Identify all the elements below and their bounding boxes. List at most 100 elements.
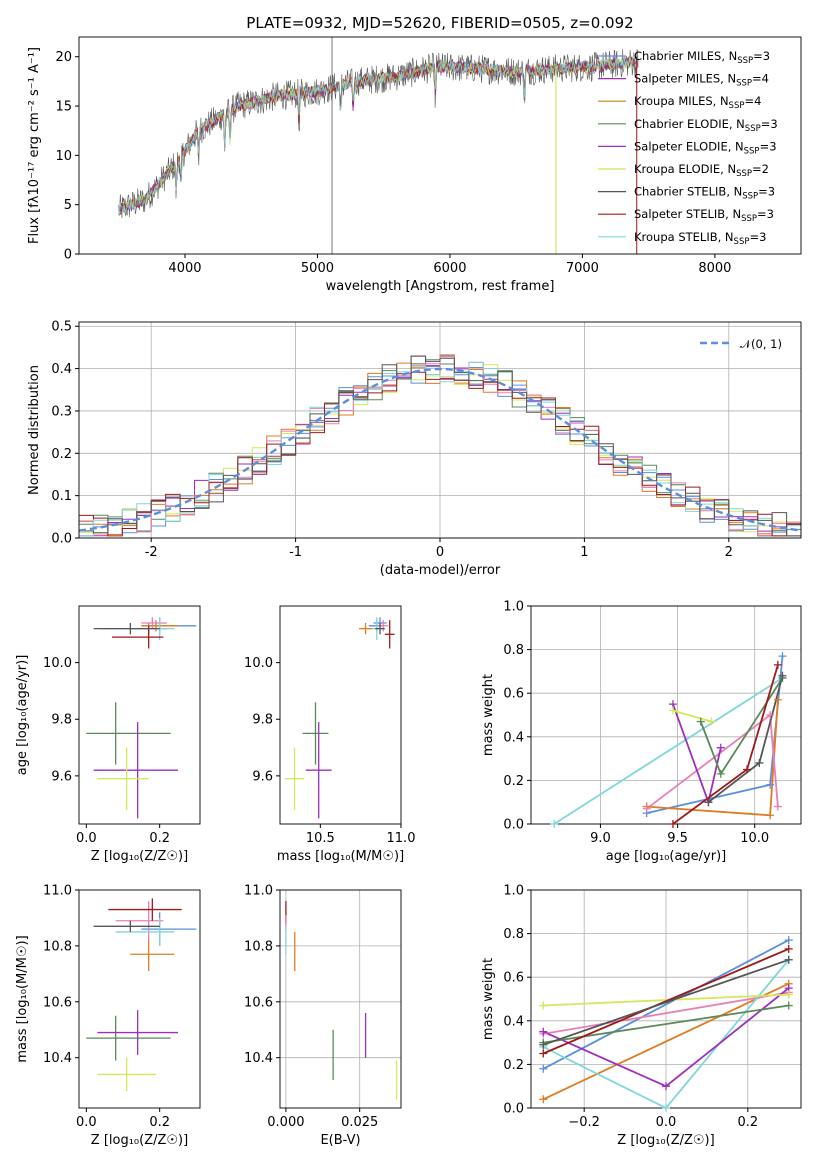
x-tick-label: 9.0 xyxy=(590,831,611,846)
weight_vs_Z-marks xyxy=(542,939,790,1108)
x-axis-label: Z [log₁₀(Z/Z☉)] xyxy=(617,1133,714,1148)
weight-marker xyxy=(755,758,764,767)
y-tick-label: 0.5 xyxy=(51,320,72,335)
weight_vs_Z-panel: −0.2 0.0 0.2 0.0 0.2 0.4 0.6 0.8 1.0 Z [log₁₀(Z/Z… xyxy=(481,884,802,1148)
weight-line xyxy=(542,959,790,1108)
x-axis-label: (data-model)/error xyxy=(380,563,501,578)
x-axis-label: mass [log₁₀(M/M☉)] xyxy=(277,849,404,864)
weight-marker xyxy=(642,804,651,813)
y-tick-label: 0.8 xyxy=(503,643,524,658)
weight-marker xyxy=(539,1001,548,1010)
legend-label: Salpeter STELIB, NSSP=3 xyxy=(634,207,774,224)
y-tick-label: 9.8 xyxy=(51,713,72,728)
y-tick-label: 10.6 xyxy=(43,995,72,1010)
weight-marker xyxy=(766,811,775,820)
weight-marker xyxy=(704,798,713,807)
x-tick-label: 1 xyxy=(580,545,588,560)
age_vs_mass-marks xyxy=(284,617,395,819)
weight-marker xyxy=(784,936,793,945)
weight-marker xyxy=(539,1064,548,1073)
y-axis-label: mass [log₁₀(M/M☉)] xyxy=(15,935,30,1062)
x-axis-label: wavelength [Angstrom, rest frame] xyxy=(326,279,555,294)
y-tick-label: 0.4 xyxy=(503,1014,524,1029)
y-axis-label: mass weight xyxy=(481,674,496,756)
histogram-line xyxy=(79,361,801,537)
legend-label: Kroupa ELODIE, NSSP=2 xyxy=(634,162,769,179)
x-tick-label: 0.000 xyxy=(267,1115,304,1130)
weight-marker xyxy=(539,1095,548,1104)
y-tick-label: 0.4 xyxy=(51,362,72,377)
y-tick-label: 15 xyxy=(55,100,72,115)
x-tick-label: -2 xyxy=(145,545,158,560)
y-tick-label: 11.0 xyxy=(43,884,72,899)
weight-marker xyxy=(550,820,559,828)
y-tick-label: 0.3 xyxy=(51,404,72,419)
legend-label: Kroupa MILES, NSSP=4 xyxy=(634,94,761,111)
y-tick-label: 0.1 xyxy=(51,489,72,504)
legend-label: Salpeter MILES, NSSP=4 xyxy=(634,72,769,89)
y-tick-label: 0.8 xyxy=(503,927,524,942)
weight-marker xyxy=(773,802,782,811)
y-tick-label: 5 xyxy=(64,198,72,213)
y-tick-label: 11.0 xyxy=(244,884,273,899)
y-tick-label: 0.2 xyxy=(503,774,524,789)
x-tick-label: 10.0 xyxy=(740,831,769,846)
y-axis-label: age [log₁₀(age/yr)] xyxy=(15,655,30,776)
legend-label: 𝒩(0, 1) xyxy=(740,337,782,351)
x-axis-label: Z [log₁₀(Z/Z☉)] xyxy=(91,849,188,864)
weight-marker xyxy=(784,955,793,964)
x-tick-label: 11.0 xyxy=(387,831,416,846)
spectrum-panel: 4000 5000 6000 7000 8000 0 5 10 15 20 wavelength [… xyxy=(27,14,802,294)
y-axis-label: Flux [fλ10⁻¹⁷ erg cm⁻² s⁻¹ A⁻¹] xyxy=(27,47,42,244)
weight-marker xyxy=(784,990,793,999)
x-tick-label: 6000 xyxy=(433,261,466,276)
gaussian-line xyxy=(79,367,801,532)
y-tick-label: 0.4 xyxy=(503,730,524,745)
y-tick-label: 20 xyxy=(55,50,72,65)
y-axis-label: Normed distribution xyxy=(27,365,42,495)
x-tick-label: 0.2 xyxy=(149,831,170,846)
y-tick-label: 1.0 xyxy=(503,600,524,615)
weight-marker xyxy=(668,706,677,715)
y-tick-label: 0.6 xyxy=(503,687,524,702)
axes-frame xyxy=(279,889,402,1109)
weight-marker xyxy=(773,695,782,704)
age_vs_mass-panel: 10.5 11.0 9.6 9.8 10.0 mass [log₁₀(M/M☉)] xyxy=(244,605,416,864)
x-tick-label: 0.0 xyxy=(656,1115,677,1130)
residuals-panel: -2 -1 0 1 2 0.0 0.1 0.2 0.3 0.4 0.5 (data-model)/er… xyxy=(27,320,802,578)
mass_vs_Z-marks xyxy=(86,898,197,1092)
weight-line xyxy=(542,939,790,1070)
x-tick-label: -1 xyxy=(289,545,302,560)
legend-label: Chabrier MILES, NSSP=3 xyxy=(634,49,770,66)
chart-title: PLATE=0932, MJD=52620, FIBERID=0505, z=0… xyxy=(246,14,633,32)
weight-line xyxy=(543,991,789,1035)
y-tick-label: 0.0 xyxy=(503,1102,524,1117)
y-tick-label: 10.8 xyxy=(43,939,72,954)
y-tick-label: 0.6 xyxy=(503,971,524,986)
legend-label: Salpeter ELODIE, NSSP=3 xyxy=(634,139,777,156)
x-tick-label: 9.5 xyxy=(667,831,688,846)
y-tick-label: 0.2 xyxy=(503,1058,524,1073)
weight-marker xyxy=(539,1049,548,1058)
axes-frame xyxy=(78,36,802,255)
age_vs_Z-panel: 0.0 0.2 9.6 9.8 10.0 Z [log₁₀(Z/Z☉)] age [log₁… xyxy=(15,605,201,864)
histogram-line xyxy=(79,355,801,537)
axes-frame xyxy=(78,605,201,825)
x-tick-label: 0 xyxy=(436,545,444,560)
weight-marker xyxy=(784,944,793,953)
mass_vs_EBV-marks xyxy=(285,901,398,1100)
y-tick-label: 10 xyxy=(55,149,72,164)
y-tick-label: 10.8 xyxy=(244,939,273,954)
y-tick-label: 10.6 xyxy=(244,995,273,1010)
weight-marker xyxy=(707,717,716,726)
weight-marker xyxy=(662,1104,670,1112)
weight-line xyxy=(543,993,789,1007)
weight-marker xyxy=(766,780,775,789)
x-tick-label: 0.0 xyxy=(76,1115,97,1130)
x-tick-label: 0.2 xyxy=(737,1115,758,1130)
y-tick-label: 1.0 xyxy=(503,884,524,899)
y-tick-label: 0.2 xyxy=(51,447,72,462)
axes-frame xyxy=(530,605,802,825)
weight-marker xyxy=(773,660,782,669)
